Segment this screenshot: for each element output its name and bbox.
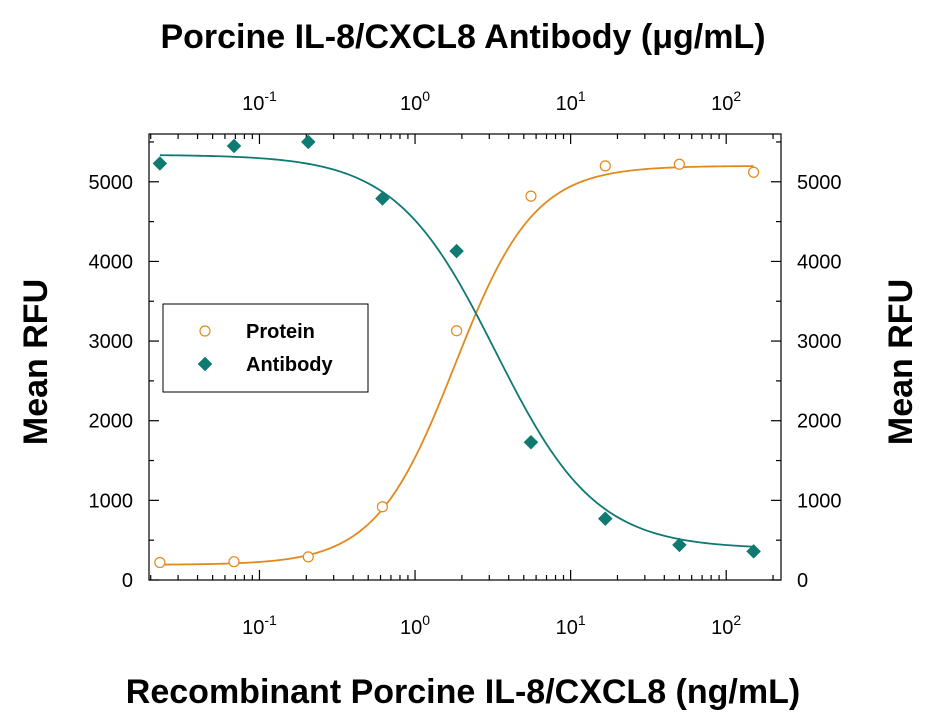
- antibody-data-point: [523, 434, 539, 450]
- data-points: [152, 134, 761, 569]
- x-tick-exponent: 1: [578, 88, 586, 104]
- protein-fit-curve: [159, 165, 754, 566]
- y-tick-label-left: 1000: [89, 490, 134, 512]
- x-tick-base: 10: [556, 617, 578, 639]
- y-tick-label-left: 4000: [89, 251, 134, 273]
- y-tick-label-right: 5000: [797, 172, 842, 194]
- protein-data-point: [525, 190, 537, 202]
- antibody-data-point: [746, 543, 761, 559]
- protein-data-point: [673, 158, 685, 170]
- x-tick-label-bottom: 100: [400, 612, 430, 639]
- protein-data-point: [154, 556, 166, 569]
- x-tick-label-top: 10-1: [242, 88, 277, 115]
- x-tick-base: 10: [711, 617, 733, 639]
- plot-frame: [148, 133, 782, 581]
- antibody-data-point: [152, 156, 168, 171]
- protein-data-point: [451, 325, 463, 337]
- y-tick-label-left: 0: [122, 570, 133, 592]
- x-tick-label-top: 101: [556, 88, 586, 115]
- y-axis-title-right: Mean RFU: [882, 279, 920, 445]
- y-tick-label-right: 2000: [797, 411, 842, 433]
- x-tick-label-bottom: 101: [556, 612, 586, 639]
- protein-data-point: [228, 556, 240, 568]
- fit-curves: [159, 154, 754, 566]
- x-axis-title: Recombinant Porcine IL-8/CXCL8 (ng/mL): [126, 673, 800, 711]
- legend-box: [162, 303, 369, 393]
- legend-marker-protein: [199, 325, 211, 337]
- antibody-data-point: [300, 134, 316, 150]
- protein-data-point: [302, 551, 314, 563]
- x-tick-label-bottom: 10-1: [242, 612, 277, 639]
- x-tick-exponent: -1: [264, 612, 277, 628]
- x-tick-exponent: 1: [578, 612, 586, 628]
- antibody-data-point: [597, 511, 613, 527]
- x-tick-base: 10: [711, 93, 733, 115]
- x-tick-base: 10: [556, 93, 578, 115]
- y-axis-title-left: Mean RFU: [17, 279, 55, 445]
- x-tick-exponent: 0: [422, 88, 430, 104]
- legend-marker-antibody: [197, 356, 213, 372]
- x-tick-base: 10: [242, 93, 264, 115]
- x-tick-exponent: 2: [733, 612, 741, 628]
- x-tick-label-bottom: 102: [711, 612, 741, 639]
- x-tick-label-top: 100: [400, 88, 430, 115]
- antibody-data-point: [375, 191, 390, 206]
- y-tick-label-left: 2000: [89, 411, 134, 433]
- chart-title: Porcine IL-8/CXCL8 Antibody (μg/mL): [160, 18, 765, 56]
- x-tick-exponent: -1: [264, 88, 277, 104]
- x-tick-base: 10: [242, 617, 264, 639]
- y-tick-label-left: 3000: [89, 331, 134, 353]
- antibody-data-point: [672, 537, 687, 553]
- y-tick-label-right: 1000: [797, 490, 842, 512]
- x-tick-exponent: 2: [733, 88, 741, 104]
- y-tick-label-left: 5000: [89, 172, 134, 194]
- antibody-fit-curve: [159, 154, 754, 548]
- x-tick-label-top: 102: [711, 88, 741, 115]
- legend-label-antibody: Antibody: [246, 354, 334, 376]
- antibody-data-point: [449, 243, 464, 259]
- protein-data-point: [376, 501, 389, 513]
- antibody-data-point: [226, 138, 242, 154]
- protein-data-point: [599, 160, 611, 172]
- legend: Protein Antibody: [162, 303, 369, 393]
- x-tick-base: 10: [400, 617, 422, 639]
- x-tick-exponent: 0: [422, 612, 430, 628]
- x-tick-base: 10: [400, 93, 422, 115]
- y-tick-label-right: 3000: [797, 331, 842, 353]
- y-tick-label-right: 4000: [797, 251, 842, 273]
- plot-border: [148, 133, 782, 581]
- protein-data-point: [748, 166, 760, 178]
- tick-marks: [149, 134, 781, 581]
- legend-label-protein: Protein: [246, 321, 315, 343]
- y-tick-label-right: 0: [797, 570, 808, 592]
